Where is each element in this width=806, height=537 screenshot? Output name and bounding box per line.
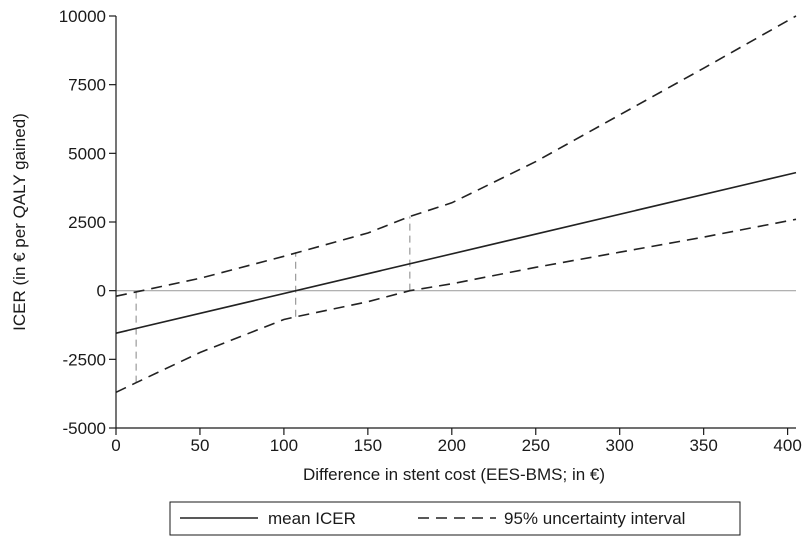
y-tick-label: 2500 bbox=[68, 213, 106, 232]
x-tick-label: 400 bbox=[773, 436, 801, 455]
upper-interval-line bbox=[115, 15, 797, 297]
axes: -5000 -2500 0 2500 5000 7500 10000 0 50 100 150 200… bbox=[59, 7, 802, 455]
y-tick-label: 5000 bbox=[68, 144, 106, 163]
x-tick-label: 350 bbox=[689, 436, 717, 455]
x-tick-label: 300 bbox=[606, 436, 634, 455]
lower-interval-line bbox=[115, 218, 797, 394]
legend-label-interval: 95% uncertainty interval bbox=[504, 509, 685, 528]
y-axis-title: ICER (in € per QALY gained) bbox=[10, 113, 29, 331]
x-tick-label: 150 bbox=[354, 436, 382, 455]
y-tick-label: -2500 bbox=[63, 350, 106, 369]
x-tick-label: 200 bbox=[438, 436, 466, 455]
x-tick-label: 100 bbox=[270, 436, 298, 455]
y-tick-label: 7500 bbox=[68, 76, 106, 95]
y-tick-label: -5000 bbox=[63, 419, 106, 438]
legend-label-mean: mean ICER bbox=[268, 509, 356, 528]
y-tick-label: 10000 bbox=[59, 7, 106, 26]
plot-area bbox=[115, 15, 797, 394]
x-tick-label: 50 bbox=[190, 436, 209, 455]
legend: mean ICER 95% uncertainty interval bbox=[169, 501, 741, 536]
x-axis-title: Difference in stent cost (EES-BMS; in €) bbox=[303, 465, 605, 484]
x-tick-label: 0 bbox=[111, 436, 120, 455]
x-tick-label: 250 bbox=[522, 436, 550, 455]
mean-icer-line bbox=[115, 171, 797, 334]
y-tick-label: 0 bbox=[97, 282, 106, 301]
